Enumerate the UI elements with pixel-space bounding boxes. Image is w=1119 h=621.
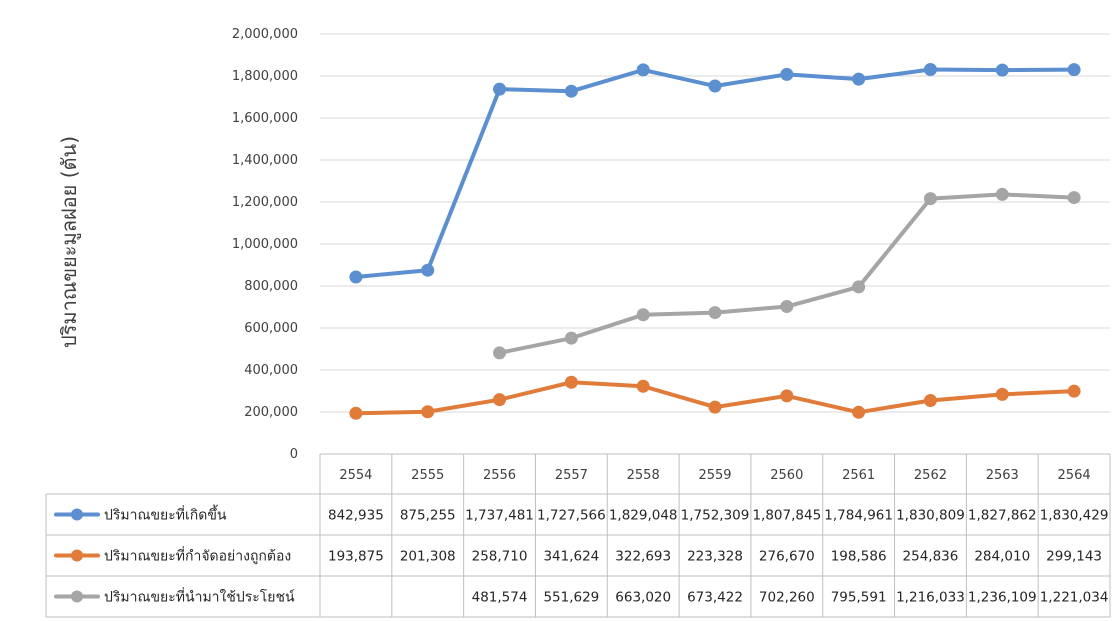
table-cell-value: 1,752,309 <box>681 508 750 524</box>
x-category-label: 2559 <box>698 468 731 483</box>
data-point <box>708 79 722 93</box>
table-cell-value: 1,236,109 <box>968 590 1037 606</box>
y-tick-label: 1,000,000 <box>232 237 298 252</box>
x-category-label: 2564 <box>1058 468 1091 483</box>
data-point <box>923 63 937 77</box>
table-cell-value: 702,260 <box>759 590 815 606</box>
y-axis-label: ปริมาณขยะมูลฝอย (ตัน) <box>57 136 82 348</box>
x-category-label: 2554 <box>339 468 372 483</box>
table-cell-value: 1,216,033 <box>896 590 965 606</box>
x-category-label: 2558 <box>627 468 660 483</box>
table-cell-value: 284,010 <box>974 549 1030 565</box>
y-tick-label: 400,000 <box>244 363 298 378</box>
data-point <box>493 393 507 407</box>
x-category-label: 2563 <box>986 468 1019 483</box>
data-point <box>349 406 363 420</box>
data-point <box>852 72 866 86</box>
gridlines <box>320 33 1110 455</box>
table-cell-value: 223,328 <box>687 549 743 565</box>
data-point <box>493 346 507 360</box>
table-cell-value: 276,670 <box>759 549 815 565</box>
table-cell-value: 1,221,034 <box>1040 590 1109 606</box>
legend-label: ปริมาณขยะที่เกิดขึ้น <box>104 505 227 524</box>
data-point <box>780 389 794 403</box>
table-cell-value: 875,255 <box>400 508 456 524</box>
y-tick-label: 800,000 <box>244 279 298 294</box>
y-axis-ticks: 0 200,000 400,000 600,000 800,000 1,000,000 1,… <box>232 27 298 462</box>
data-point <box>564 331 578 345</box>
legend-label: ปริมาณขยะที่กำจัดอย่างถูกต้อง <box>104 547 291 565</box>
legend-marker <box>71 508 83 521</box>
y-tick-label: 600,000 <box>244 321 298 336</box>
data-point <box>708 400 722 414</box>
legend-marker <box>71 549 83 562</box>
y-tick-label: 1,200,000 <box>232 195 298 210</box>
data-point <box>636 379 650 393</box>
data-point <box>564 375 578 389</box>
table-cell-value: 1,827,862 <box>968 508 1037 524</box>
table-cell-value: 1,829,048 <box>609 508 678 524</box>
table-cell-value: 201,308 <box>400 549 456 565</box>
x-category-label: 2556 <box>483 468 516 483</box>
y-tick-label: 200,000 <box>244 405 298 420</box>
table-cell-value: 1,807,845 <box>752 508 821 524</box>
table-cell-value: 258,710 <box>472 549 528 565</box>
x-category-label: 2560 <box>770 468 803 483</box>
table-cell-value: 1,784,961 <box>824 508 893 524</box>
table-cell-value: 322,693 <box>615 549 671 565</box>
table-cell-value: 481,574 <box>472 590 528 606</box>
data-point <box>493 82 507 96</box>
series-lines <box>349 63 1081 420</box>
table-cell-value: 1,830,429 <box>1040 508 1109 524</box>
data-point <box>708 306 722 320</box>
data-point <box>780 300 794 314</box>
data-point <box>852 280 866 294</box>
y-tick-label: 0 <box>290 447 298 462</box>
table-cell-value: 341,624 <box>543 549 599 565</box>
x-category-label: 2555 <box>411 468 444 483</box>
x-category-label: 2561 <box>842 468 875 483</box>
data-point <box>421 405 435 419</box>
table-cell-value: 551,629 <box>543 590 599 606</box>
data-point <box>636 63 650 77</box>
data-point <box>995 187 1009 201</box>
data-point <box>995 387 1009 401</box>
table-cell-value: 198,586 <box>831 549 887 565</box>
table-cell-value: 254,836 <box>903 549 959 565</box>
table-cell-value: 663,020 <box>615 590 671 606</box>
table-cell-value: 1,830,809 <box>896 508 965 524</box>
data-point <box>1067 63 1081 77</box>
table-cell-value: 795,591 <box>831 590 887 606</box>
y-tick-label: 2,000,000 <box>232 27 298 42</box>
data-point <box>1067 191 1081 205</box>
table-cell-value: 1,727,566 <box>537 508 606 524</box>
data-point <box>923 192 937 206</box>
x-category-label: 2562 <box>914 468 947 483</box>
data-point <box>636 308 650 322</box>
y-tick-label: 1,800,000 <box>232 69 298 84</box>
data-point <box>564 84 578 98</box>
data-point <box>780 67 794 81</box>
y-tick-label: 1,600,000 <box>232 111 298 126</box>
series-line <box>355 67 1075 279</box>
data-table: 2554 2555 2556 2557 2558 2559 2560 2561 2562 2563… <box>45 453 1111 618</box>
legend-label: ปริมาณขยะที่นำมาใช้ประโยชน์ <box>104 588 295 606</box>
series-line <box>499 192 1075 355</box>
x-category-label: 2557 <box>555 468 588 483</box>
data-point <box>1067 384 1081 398</box>
table-cell-value: 842,935 <box>328 508 384 524</box>
data-point <box>995 63 1009 77</box>
data-point <box>923 393 937 407</box>
y-tick-label: 1,400,000 <box>232 153 298 168</box>
table-cell-value: 299,143 <box>1046 549 1102 565</box>
data-point <box>852 405 866 419</box>
table-cell-value: 1,737,481 <box>465 508 534 524</box>
table-cell-value: 193,875 <box>328 549 384 565</box>
legend-marker <box>71 590 83 603</box>
table-cell-value: 673,422 <box>687 590 743 606</box>
data-point <box>349 270 363 284</box>
data-point <box>421 263 435 277</box>
